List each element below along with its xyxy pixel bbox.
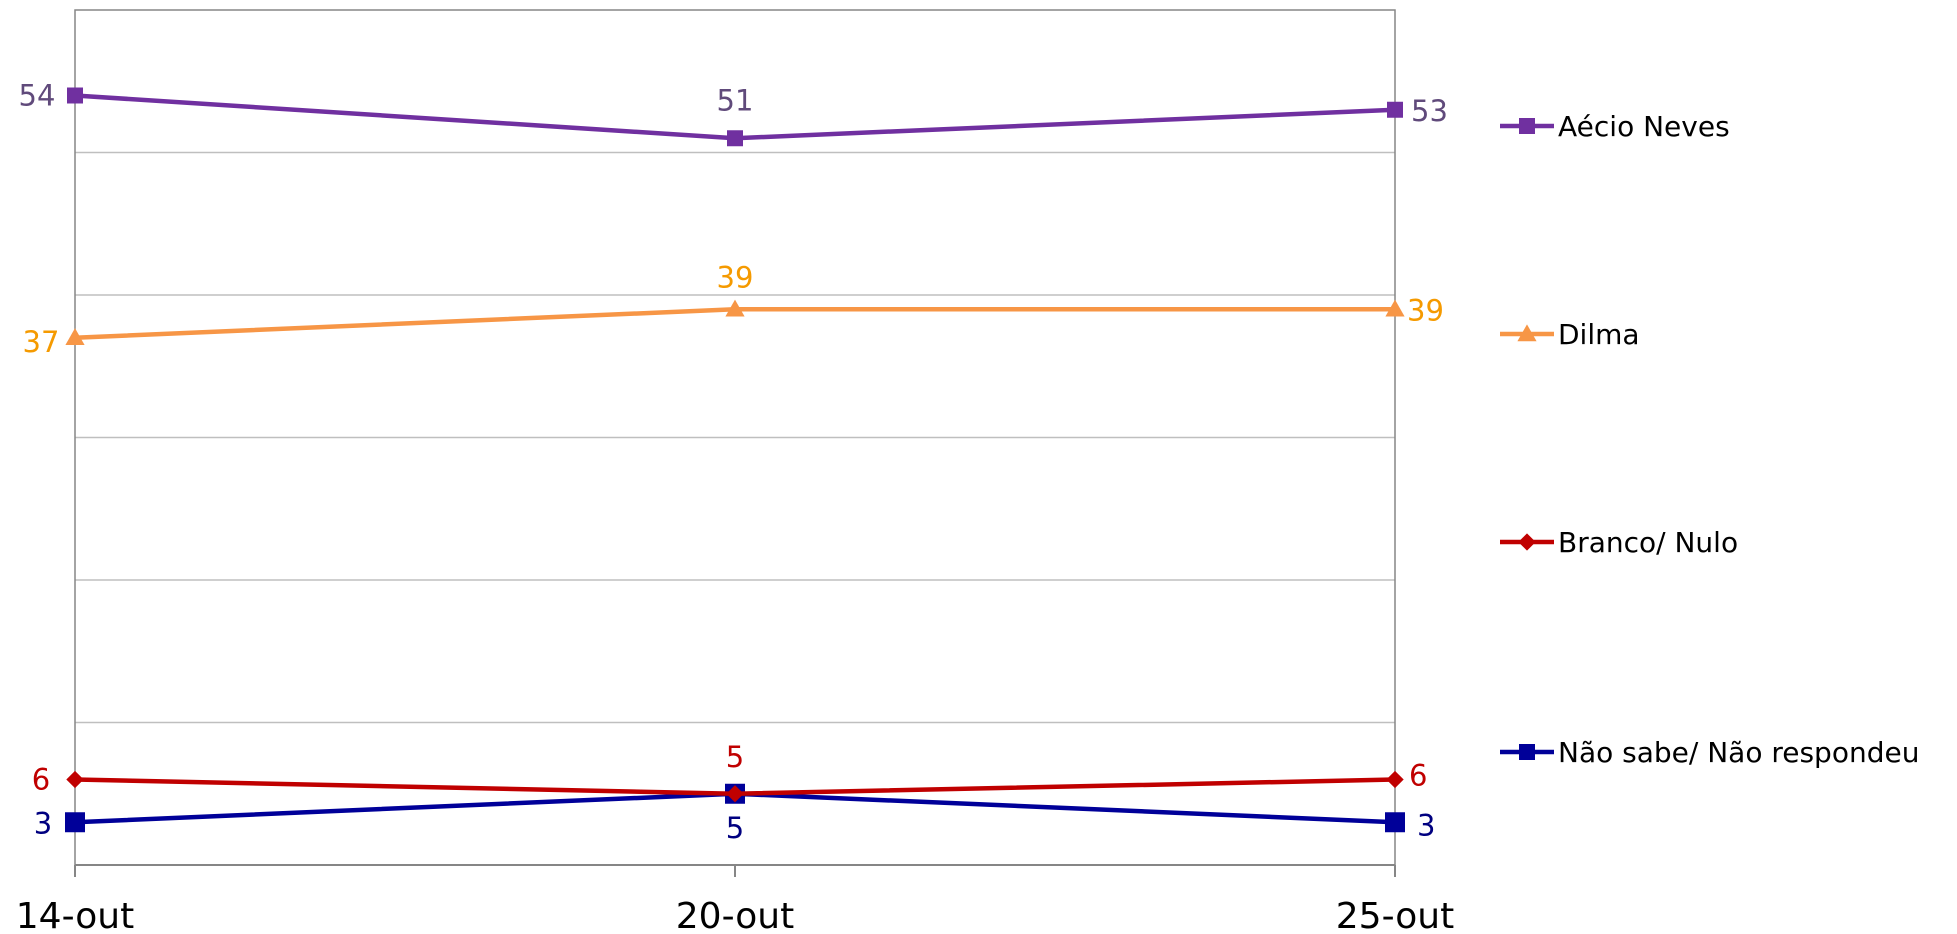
series-a-cio-neves <box>67 87 1403 147</box>
series-dilma <box>65 299 1405 345</box>
point <box>1385 299 1405 317</box>
point <box>1385 812 1405 833</box>
grid-lines <box>75 151 1395 724</box>
legend-label: Aécio Neves <box>1558 110 1730 143</box>
point <box>727 130 743 147</box>
point <box>1519 744 1535 760</box>
series-branco-nulo <box>66 770 1404 803</box>
legend-entry: Branco/ Nulo <box>1500 526 1738 559</box>
point <box>1517 324 1537 342</box>
legend-label: Não sabe/ Não respondeu <box>1558 736 1919 769</box>
data-label: 6 <box>1409 759 1427 793</box>
data-label: 3 <box>34 806 52 840</box>
legend-label: Branco/ Nulo <box>1558 526 1738 559</box>
x-tick-label: 20-out <box>676 896 794 934</box>
series-lines <box>65 87 1405 833</box>
x-tick-label: 25-out <box>1336 896 1454 934</box>
legend: Aécio Neves Dilma Branco/ Nulo Não sabe/ Nã… <box>1500 110 1919 769</box>
point <box>1386 770 1404 789</box>
data-label: 51 <box>717 83 754 117</box>
data-label: 5 <box>726 740 744 774</box>
point <box>726 785 744 803</box>
point <box>65 328 85 345</box>
x-tick-label: 14-out <box>16 896 134 934</box>
data-label: 39 <box>1407 293 1444 327</box>
point <box>65 812 85 833</box>
legend-entry: Dilma <box>1500 318 1640 351</box>
point <box>67 87 83 104</box>
data-label: 54 <box>19 79 56 113</box>
legend-entry: Aécio Neves <box>1500 110 1730 143</box>
point <box>1387 101 1403 118</box>
point <box>1519 118 1535 134</box>
legend-label: Dilma <box>1558 318 1640 351</box>
point <box>1518 533 1536 551</box>
data-label: 37 <box>23 325 60 359</box>
point <box>725 299 745 317</box>
data-label: 39 <box>717 260 754 294</box>
data-label: 5 <box>726 811 744 845</box>
point <box>66 770 84 789</box>
data-label: 3 <box>1417 808 1435 842</box>
data-label: 6 <box>32 763 50 797</box>
x-axis: 14-out 20-out 25-out <box>16 864 1454 934</box>
legend-entry: Não sabe/ Não respondeu <box>1500 736 1919 769</box>
data-label: 53 <box>1411 94 1448 128</box>
